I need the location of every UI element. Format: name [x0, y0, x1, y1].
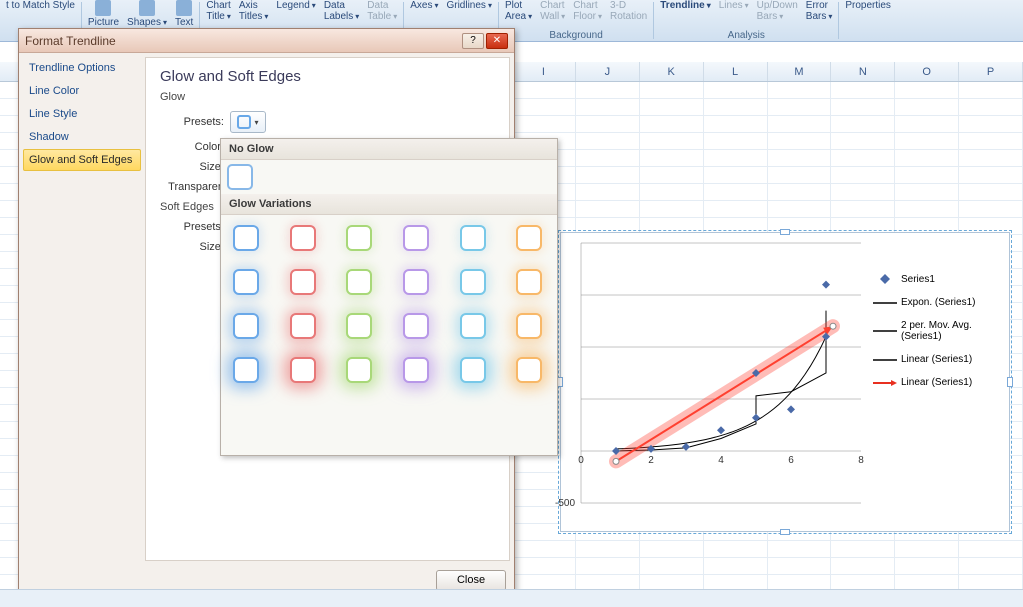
column-header[interactable]: O [895, 62, 959, 81]
column-header[interactable]: M [768, 62, 832, 81]
ribbon-group-analysis: Analysis [728, 30, 765, 41]
ribbon-chart-wall[interactable]: Chart Wall [536, 0, 569, 22]
glow-swatch[interactable] [516, 313, 542, 339]
ribbon-chart-floor[interactable]: Chart Floor [569, 0, 606, 22]
column-header[interactable]: J [576, 62, 640, 81]
glow-swatch[interactable] [460, 225, 486, 251]
chart-object[interactable]: 02468-500 Series1Expon. (Series1)2 per. … [560, 232, 1010, 532]
dialog-nav-item[interactable]: Shadow [23, 126, 141, 148]
ribbon-group-background: Background [549, 30, 602, 41]
glow-swatch[interactable] [233, 313, 259, 339]
column-header[interactable]: K [640, 62, 704, 81]
dialog-nav-item[interactable]: Glow and Soft Edges [23, 149, 141, 171]
presets-label: Presets: [160, 116, 230, 128]
dialog-heading: Glow and Soft Edges [160, 68, 495, 85]
ribbon-picture[interactable]: Picture [84, 0, 123, 28]
glow-swatch[interactable] [233, 225, 259, 251]
glow-swatch[interactable] [516, 269, 542, 295]
ribbon-properties[interactable]: Properties [841, 0, 895, 11]
legend-item: 2 per. Mov. Avg. (Series1) [873, 320, 1003, 342]
glow-variations-header: Glow Variations [221, 194, 557, 215]
glow-swatch[interactable] [290, 313, 316, 339]
glow-section-label: Glow [160, 91, 495, 103]
ribbon-axis-titles[interactable]: Axis Titles [235, 0, 273, 22]
ribbon-data-table[interactable]: Data Table [363, 0, 401, 22]
glow-swatch[interactable] [403, 313, 429, 339]
legend-item: Series1 [873, 273, 1003, 285]
ribbon-plot-area[interactable]: Plot Area [501, 0, 536, 22]
dialog-help-button[interactable]: ? [462, 33, 484, 49]
glow-swatch[interactable] [233, 269, 259, 295]
column-header[interactable]: P [959, 62, 1023, 81]
glow-presets-dropdown[interactable] [230, 111, 266, 133]
dialog-nav-item[interactable]: Line Style [23, 103, 141, 125]
dialog-nav-item[interactable]: Line Color [23, 80, 141, 102]
glow-swatch[interactable] [346, 313, 372, 339]
chart-plot: 02468-500 [581, 243, 861, 503]
ribbon-data-labels[interactable]: Data Labels [320, 0, 363, 22]
svg-text:0: 0 [578, 455, 584, 466]
glow-swatch[interactable] [460, 269, 486, 295]
glow-presets-popup: No Glow Glow Variations [220, 138, 558, 456]
no-glow-header: No Glow [221, 139, 557, 160]
legend-item: Expon. (Series1) [873, 297, 1003, 308]
glow-swatch[interactable] [403, 357, 429, 383]
sheet-tabs[interactable] [0, 589, 1023, 607]
glow-swatch[interactable] [290, 357, 316, 383]
ribbon-error-bars[interactable]: Error Bars [802, 0, 837, 22]
ribbon-shapes[interactable]: Shapes [123, 0, 171, 28]
no-glow-swatch[interactable] [227, 164, 253, 190]
ribbon-chart-title[interactable]: Chart Title [202, 0, 235, 22]
ribbon-legend[interactable]: Legend [272, 0, 319, 11]
dialog-close-x-button[interactable]: ✕ [486, 33, 508, 49]
glow-swatch[interactable] [460, 313, 486, 339]
dialog-title: Format Trendline [25, 34, 460, 48]
legend-item: Linear (Series1) [873, 377, 1003, 388]
column-header[interactable]: N [831, 62, 895, 81]
glow-swatch[interactable] [460, 357, 486, 383]
ribbon-3d-rotation[interactable]: 3-D Rotation [606, 0, 651, 22]
ribbon-updown-bars[interactable]: Up/Down Bars [753, 0, 802, 22]
svg-text:8: 8 [858, 455, 864, 466]
glow-swatch[interactable] [346, 225, 372, 251]
svg-text:4: 4 [718, 455, 724, 466]
dialog-nav-item[interactable]: Trendline Options [23, 57, 141, 79]
ribbon-match-style[interactable]: t to Match Style [2, 0, 79, 11]
dialog-nav: Trendline OptionsLine ColorLine StyleSha… [19, 53, 145, 565]
glow-swatch[interactable] [403, 269, 429, 295]
ribbon-trendline[interactable]: Trendline [656, 0, 714, 11]
glow-swatch[interactable] [403, 225, 429, 251]
column-header[interactable]: L [704, 62, 768, 81]
svg-text:6: 6 [788, 455, 794, 466]
glow-swatch[interactable] [516, 357, 542, 383]
dialog-close-button[interactable]: Close [436, 570, 506, 591]
glow-swatch[interactable] [346, 269, 372, 295]
glow-swatch[interactable] [290, 225, 316, 251]
glow-swatch[interactable] [346, 357, 372, 383]
glow-swatch[interactable] [233, 357, 259, 383]
svg-text:-500: -500 [555, 498, 575, 509]
ribbon-lines[interactable]: Lines [715, 0, 753, 11]
svg-text:2: 2 [648, 455, 654, 466]
glow-swatch[interactable] [290, 269, 316, 295]
glow-swatch[interactable] [516, 225, 542, 251]
ribbon-gridlines[interactable]: Gridlines [442, 0, 495, 11]
dialog-titlebar[interactable]: Format Trendline ? ✕ [19, 29, 514, 53]
glow-variations-grid [221, 215, 557, 393]
ribbon-axes[interactable]: Axes [406, 0, 442, 11]
legend-item: Linear (Series1) [873, 354, 1003, 365]
column-header[interactable]: I [512, 62, 576, 81]
chart-legend: Series1 Expon. (Series1) 2 per. Mov. Avg. … [873, 273, 1003, 400]
